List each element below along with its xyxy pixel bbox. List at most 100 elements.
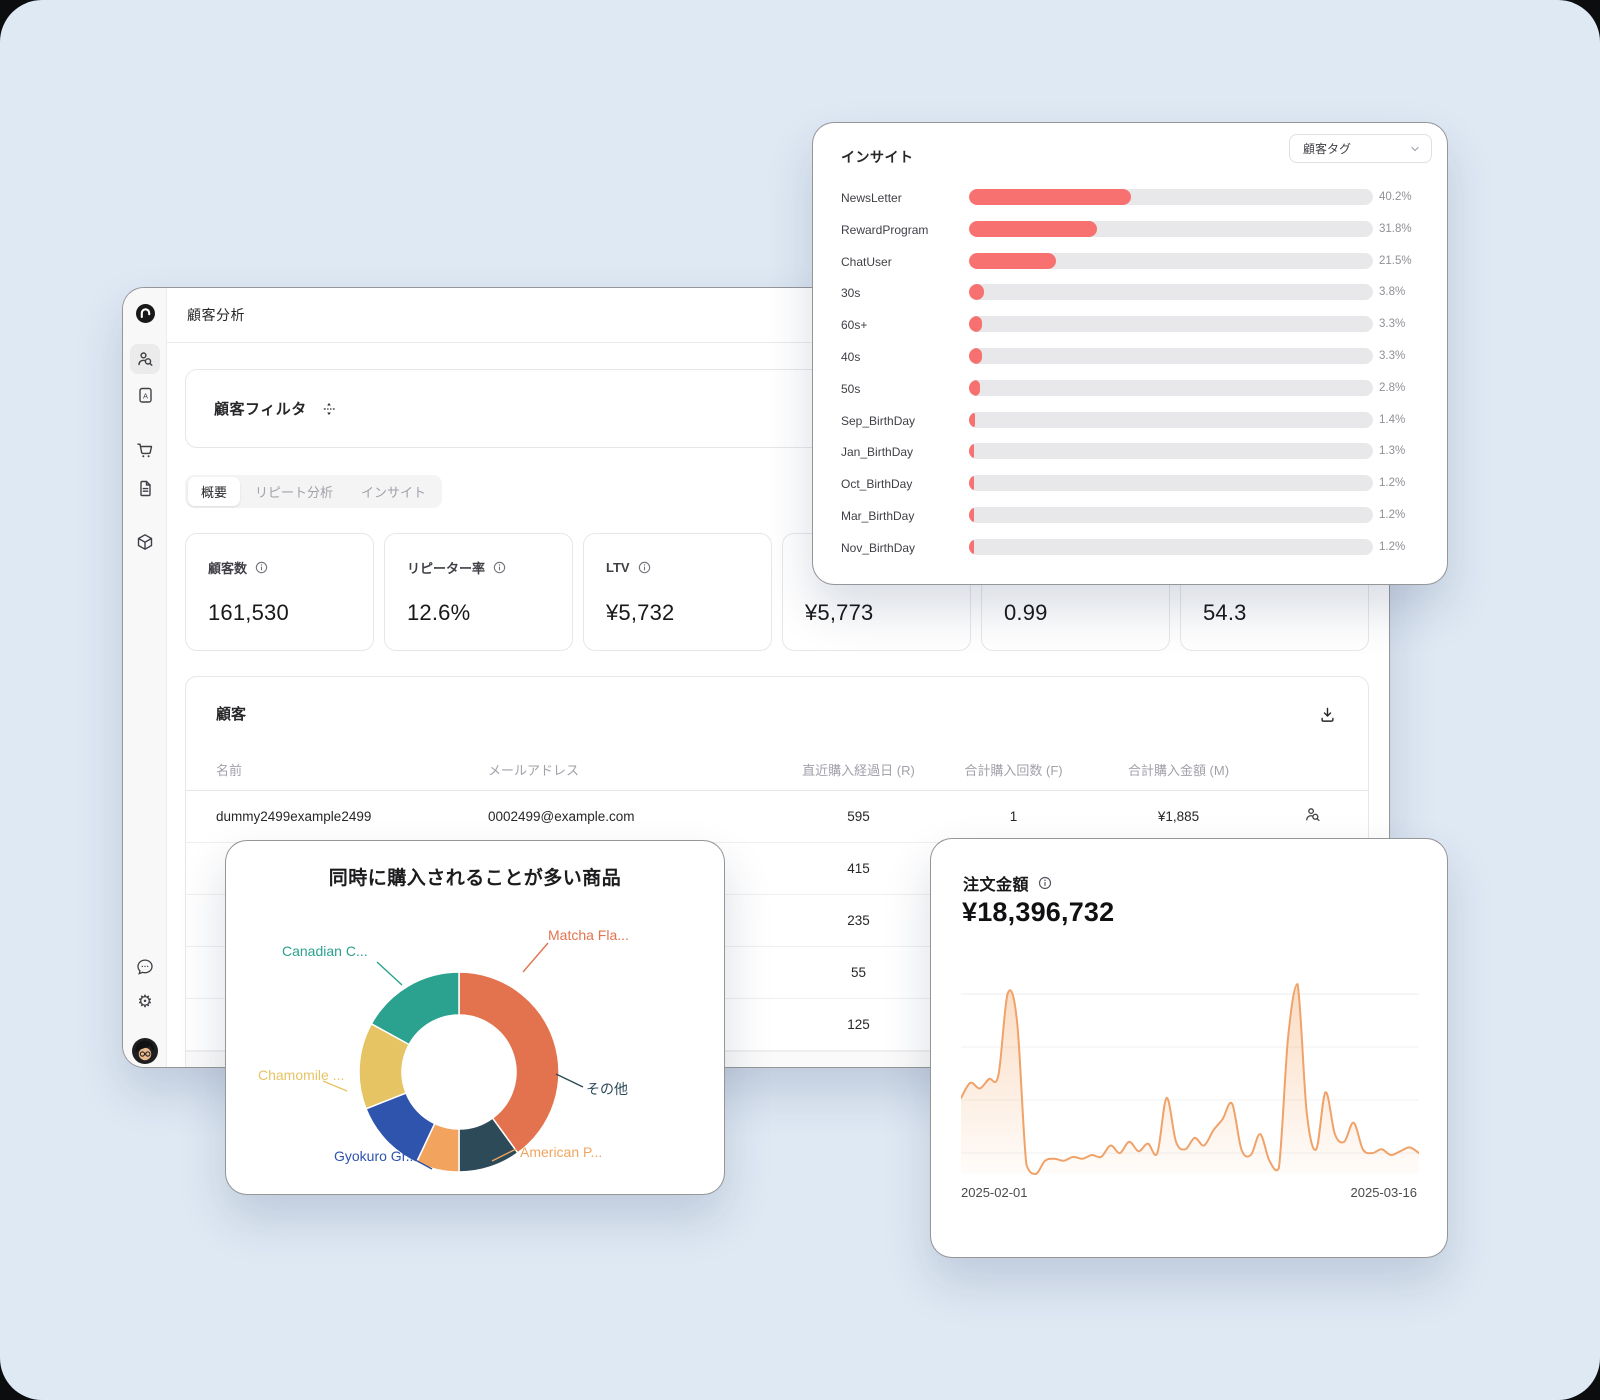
resize-vertical-icon[interactable] [321,401,337,417]
insight-bar-percent: 31.8% [1379,222,1412,235]
sidebar-item-documents[interactable] [130,473,160,503]
insight-bar-percent: 40.2% [1379,191,1412,203]
insight-bar-fill [969,475,974,492]
insight-bar-row: Oct_BirthDay 1.2% [813,475,1447,492]
donut-label-gyokuro[interactable]: Gyokuro Gr... [334,1148,418,1164]
col-email[interactable]: メールアドレス [488,763,580,778]
sidebar-item-customers[interactable] [130,344,160,374]
insight-bar-label: Mar_BirthDay [841,508,915,523]
cell-name: dummy2499example2499 [216,809,372,824]
insight-bar-fill [969,252,1056,269]
donut-label-american[interactable]: American P... [520,1144,603,1160]
insight-bar-label: 40s [841,349,861,364]
insight-bar-label: Jan_BirthDay [841,445,914,460]
filter-card-title: 顧客フィルタ [214,401,307,418]
col-frequency[interactable]: 合計購入回数 (F) [964,763,1063,778]
order-amount-total: ¥18,396,732 [962,897,1115,927]
donut-connector [522,942,549,973]
info-icon[interactable] [637,560,652,575]
cell-recency: 125 [847,1017,870,1032]
sidebar-item-contacts[interactable]: A [130,380,160,410]
insight-bar-rows: NewsLetter 40.2% RewardProgram 31.8% ChatUse… [813,189,1447,571]
sidebar-item-products[interactable] [130,527,160,557]
insight-bar-row: ChatUser 21.5% [813,252,1447,269]
kpi-card-0: 顧客数 161,530 [185,533,374,651]
col-recency[interactable]: 直近購入経過日 (R) [802,763,915,778]
insight-bar-percent: 3.3% [1379,349,1406,362]
insight-bar-label: 50s [841,381,861,396]
kpi-value: 12.6% [407,600,471,625]
tab-overview[interactable]: 概要 [188,477,241,506]
kpi-label-text: 顧客数 [208,560,248,576]
insight-bar-label: NewsLetter [841,191,902,205]
order-amount-chart [961,983,1419,1175]
svg-text:A: A [143,392,148,401]
donut-connector [491,1148,517,1162]
donut-label-canadian[interactable]: Canadian C... [282,943,368,959]
row-action-customer-detail[interactable] [1304,806,1338,826]
co-purchase-card: 同時に購入されることが多い商品 Matcha Fla... その他 Americ… [225,840,725,1195]
donut-slice[interactable] [370,971,460,1046]
cell-frequency: 1 [1009,809,1018,824]
insight-bar-fill [969,411,975,428]
insight-groupby-dropdown[interactable]: 顧客タグ [1289,134,1432,163]
sidebar-item-settings[interactable]: ⚙ [130,987,160,1017]
user-avatar[interactable] [130,1036,160,1066]
col-name[interactable]: 名前 [216,763,243,778]
insight-title: インサイト [841,149,914,165]
insight-bar-fill [969,506,974,523]
area-fill [961,984,1419,1174]
insight-bar-track [969,347,1373,364]
insight-bar-row: Sep_BirthDay 1.4% [813,411,1447,428]
insight-bar-track [969,506,1373,523]
insight-bar-row: 30s 3.8% [813,284,1447,301]
person-search-icon[interactable] [1304,806,1321,823]
cell-monetary: ¥1,885 [1157,809,1200,824]
insight-card: インサイト 顧客タグ NewsLetter 40.2% RewardProgram 3… [812,122,1448,585]
insight-bar-label: 30s [841,286,861,301]
insight-bar-fill [969,189,1132,205]
insight-bar-label: Nov_BirthDay [841,540,916,555]
insight-bar-track [969,538,1373,555]
table-row[interactable]: dummy2499example2499 0002499@example.com 5… [186,791,1368,843]
insight-bar-label: Sep_BirthDay [841,413,916,428]
insight-bar-track [969,379,1373,396]
insight-bar-percent: 1.4% [1379,413,1406,426]
tab-repeat-analysis[interactable]: リピート分析 [255,485,334,500]
insight-bar-fill [969,379,981,396]
analysis-tabs: 概要 リピート分析 インサイト [185,475,443,508]
info-icon[interactable] [1037,875,1053,891]
donut-label-chamomile[interactable]: Chamomile ... [258,1067,345,1083]
insight-bar-fill [969,347,983,364]
kpi-label-text: リピーター率 [407,560,486,576]
insight-bar-percent: 1.2% [1379,540,1406,553]
insight-bar-row: Mar_BirthDay 1.2% [813,506,1447,523]
insight-bar-label: Oct_BirthDay [841,477,913,492]
app-logo [130,298,160,328]
kpi-value: 0.99 [1004,600,1048,625]
kpi-label-text: LTV [606,559,630,575]
insight-bar-fill [969,443,975,460]
insight-bar-track [969,411,1373,428]
donut-connector [555,1073,584,1088]
insight-bar-percent: 3.8% [1379,286,1406,299]
donut-label-other[interactable]: その他 [586,1081,628,1097]
kpi-value: ¥5,773 [805,600,874,625]
sidebar-item-orders[interactable] [130,435,160,465]
insight-bar-label: ChatUser [841,254,892,269]
insight-bar-track [969,284,1373,301]
kpi-label: 顧客数 [208,558,351,576]
sidebar-item-chat[interactable] [130,952,160,982]
info-icon[interactable] [492,560,507,575]
donut-slice[interactable] [458,971,560,1154]
donut-label-matcha[interactable]: Matcha Fla... [548,927,629,943]
order-amount-title: 注文金額 [963,877,1030,894]
col-monetary[interactable]: 合計購入金額 (M) [1127,763,1230,778]
kpi-value: ¥5,732 [606,600,675,625]
tab-insight[interactable]: インサイト [361,485,427,500]
insight-bar-row: Nov_BirthDay 1.2% [813,538,1447,555]
info-icon[interactable] [254,560,269,575]
download-icon[interactable] [1314,701,1340,727]
insight-bar-fill [969,538,974,555]
insight-bar-fill [969,284,985,301]
